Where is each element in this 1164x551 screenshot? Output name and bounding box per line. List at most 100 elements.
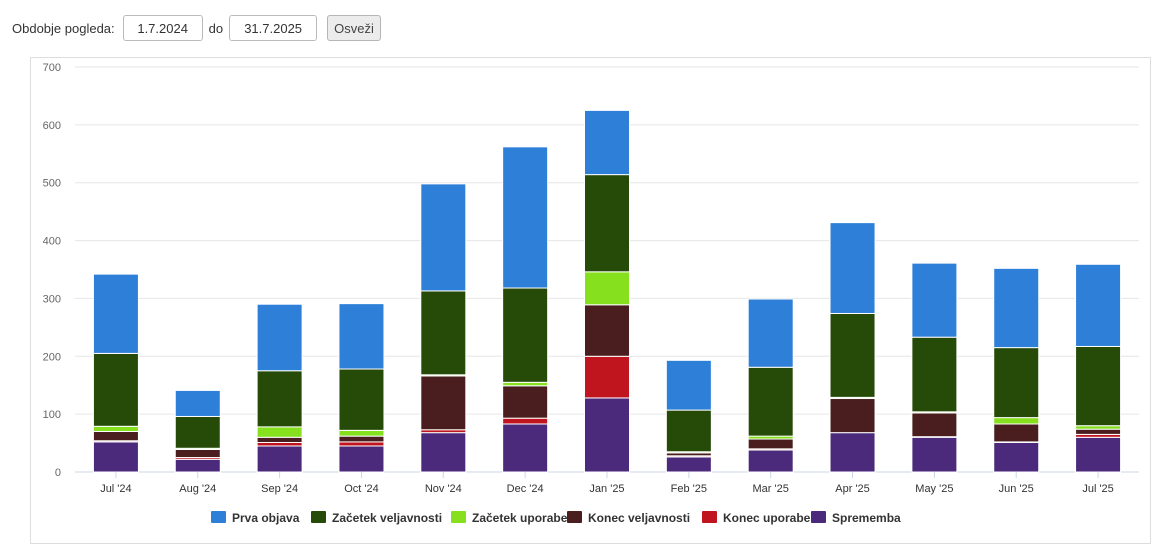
- bar-segment: [1075, 345, 1122, 427]
- bar-segment: [256, 445, 303, 473]
- bar-segment: [584, 271, 630, 306]
- legend-label: Konec uporabe: [723, 511, 811, 525]
- y-tick-label: 600: [43, 120, 61, 132]
- bar-segment: [665, 359, 712, 411]
- bar-segment: [92, 425, 139, 432]
- view-period-filter: Obdobje pogleda: do Osveži: [12, 14, 381, 42]
- y-tick-label: 100: [43, 409, 61, 421]
- bar-segment: [911, 336, 958, 413]
- x-tick-label: Aug '24: [179, 483, 216, 495]
- bar-segment: [502, 146, 549, 289]
- bar-segment: [174, 458, 221, 473]
- bar-segment: [92, 431, 139, 442]
- bar-segment: [338, 441, 385, 447]
- bar-segment: [92, 273, 139, 354]
- bar-segment: [665, 409, 712, 453]
- x-tick-label: Oct '24: [344, 483, 379, 495]
- legend-label: Konec veljavnosti: [588, 511, 690, 525]
- x-tick-label: Dec '24: [507, 483, 544, 495]
- bar-segment: [911, 412, 958, 438]
- bar-segment: [829, 432, 876, 473]
- bar-segment: [92, 352, 139, 427]
- bar-segment: [338, 435, 385, 443]
- bar-segment: [256, 303, 303, 372]
- y-tick-label: 700: [43, 62, 61, 74]
- bar-segment: [993, 441, 1040, 473]
- bar-segment: [256, 436, 303, 443]
- bar-segment: [256, 426, 303, 438]
- legend-label: Prva objava: [232, 511, 300, 525]
- legend-swatch: [811, 511, 826, 523]
- x-tick-label: Jul '25: [1082, 483, 1113, 495]
- bar-segment: [502, 417, 549, 425]
- date-separator: do: [208, 20, 224, 36]
- legend-swatch: [211, 511, 226, 523]
- bar-segment: [911, 262, 958, 338]
- legend-swatch: [311, 511, 326, 523]
- date-from-input[interactable]: [122, 15, 203, 41]
- bar-segment: [338, 445, 385, 473]
- refresh-button[interactable]: Osveži: [327, 15, 381, 41]
- bar-segment: [502, 287, 549, 383]
- bar-segment: [993, 423, 1040, 443]
- bar-segment: [174, 415, 221, 449]
- date-to-input[interactable]: [229, 15, 318, 41]
- x-tick-label: Feb '25: [671, 483, 707, 495]
- x-tick-label: Jul '24: [100, 483, 131, 495]
- x-tick-label: Nov '24: [425, 483, 462, 495]
- bar-segment: [1075, 428, 1122, 435]
- x-tick-label: Jun '25: [999, 483, 1034, 495]
- x-tick-label: Apr '25: [835, 483, 870, 495]
- view-period-label: Obdobje pogleda:: [12, 20, 115, 36]
- legend-swatch: [702, 511, 717, 523]
- chart-container: 0 100 200 300 400 500 600 700 Jul '24 Aug '24 Sep …: [30, 57, 1151, 544]
- bar-segment: [92, 441, 139, 473]
- bar-segment: [829, 398, 876, 434]
- bar-segment: [829, 312, 876, 398]
- legend-label: Začetek veljavnosti: [332, 511, 442, 525]
- bar-segment: [911, 436, 958, 473]
- bar-segment: [747, 298, 794, 368]
- legend-swatch: [567, 511, 582, 523]
- bar-segment: [829, 222, 876, 314]
- bar-segment: [993, 267, 1040, 349]
- bar-segment: [338, 368, 385, 431]
- bar-segment: [1075, 436, 1122, 473]
- bar-segment: [420, 183, 467, 292]
- x-tick-label: May '25: [915, 483, 953, 495]
- bar-segment: [584, 355, 630, 399]
- bar-segment: [420, 432, 467, 473]
- bar-segment: [420, 290, 467, 376]
- bar-segment: [747, 449, 794, 473]
- x-tick-label: Sep '24: [261, 483, 298, 495]
- y-tick-label: 400: [43, 236, 61, 248]
- y-tick-label: 0: [55, 467, 61, 479]
- bar-segment: [502, 385, 549, 419]
- bar-segment: [993, 417, 1040, 425]
- legend-swatch: [451, 511, 466, 523]
- bar-segment: [174, 389, 221, 417]
- bar-segment: [584, 304, 630, 357]
- bar-segment: [993, 347, 1040, 419]
- y-tick-label: 500: [43, 178, 61, 190]
- bar-segment: [256, 370, 303, 428]
- bar-segment: [1075, 263, 1122, 347]
- bar-segment: [502, 381, 549, 387]
- bar-segment: [584, 397, 630, 473]
- bar-segment: [338, 429, 385, 437]
- y-tick-label: 200: [43, 351, 61, 363]
- bar-segment: [747, 366, 794, 437]
- bar-segment: [502, 423, 549, 473]
- legend-label: Začetek uporabe: [472, 511, 568, 525]
- bar-segment: [338, 303, 385, 370]
- bar-segment: [420, 375, 467, 431]
- legend-label: Sprememba: [832, 511, 901, 525]
- bar-segment: [747, 438, 794, 450]
- bar-segment: [584, 109, 630, 176]
- bar-segment: [174, 448, 221, 459]
- bar-segment: [256, 441, 303, 447]
- stacked-bar-chart: 0 100 200 300 400 500 600 700 Jul '24 Aug '24 Sep …: [43, 62, 1139, 525]
- bar-segment: [584, 174, 630, 273]
- x-tick-label: Jan '25: [589, 483, 624, 495]
- bar-segment: [665, 456, 712, 473]
